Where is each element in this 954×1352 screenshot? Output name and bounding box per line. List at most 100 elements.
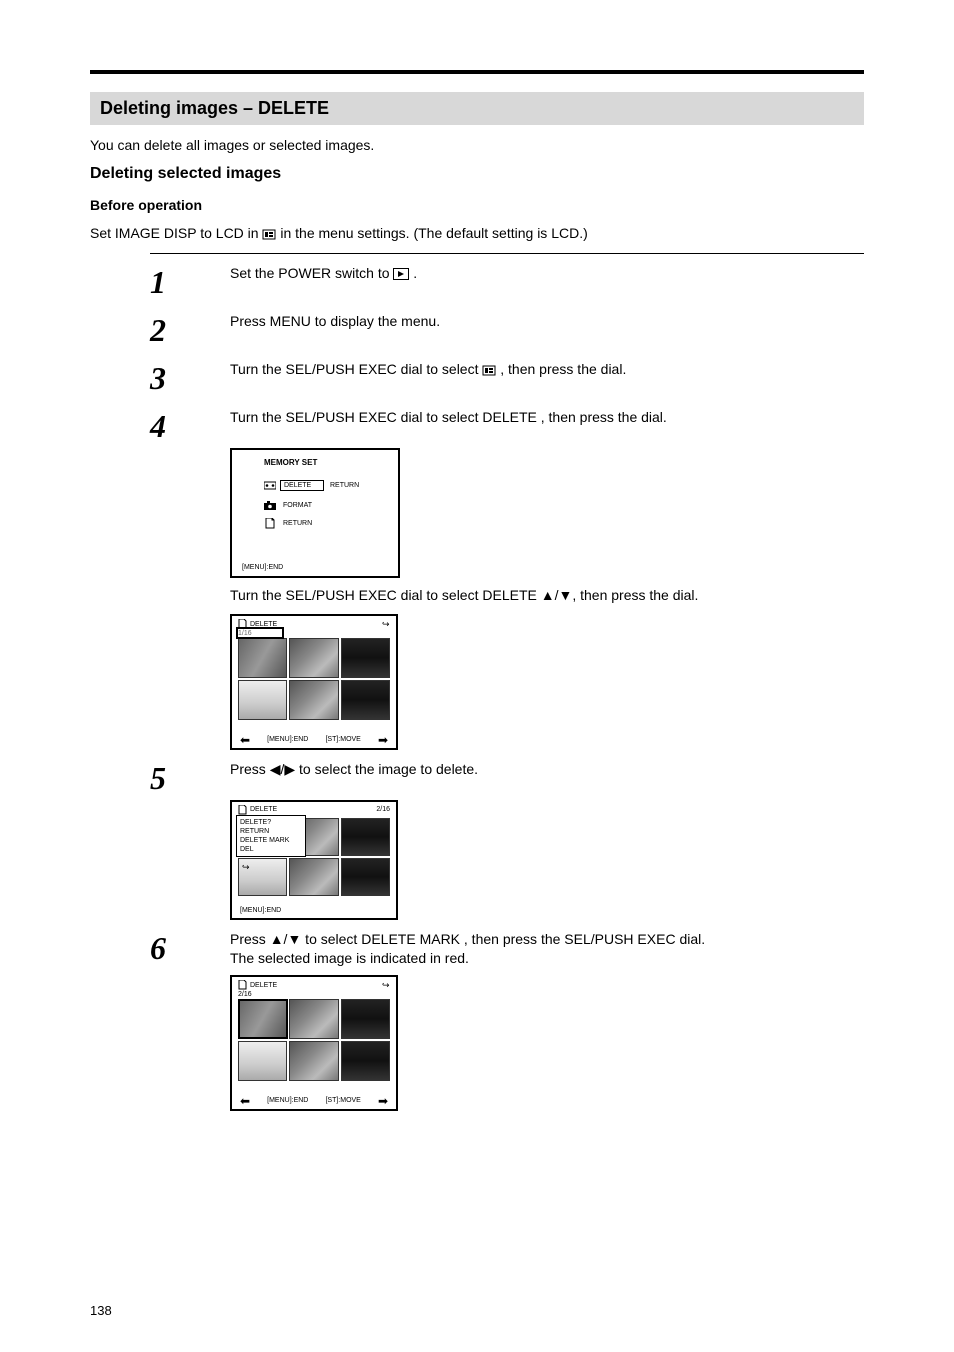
- selection-highlight: [236, 627, 284, 639]
- left-triangle-icon: [270, 761, 281, 777]
- thumb-top-bar: DELETE ↩: [238, 980, 390, 991]
- screen-title: MEMORY SET: [264, 458, 317, 467]
- step-number: 4: [150, 408, 230, 442]
- thumb-cell: [289, 999, 338, 1039]
- step-text: Turn the SEL/PUSH EXEC dial to select , …: [230, 360, 864, 394]
- tape-icon: [264, 481, 276, 491]
- step-4: 4 Turn the SEL/PUSH EXEC dial to select …: [150, 408, 864, 442]
- step-number: 3: [150, 360, 230, 394]
- down-arrow-icon: [558, 587, 572, 603]
- camera-icon: [264, 500, 276, 510]
- thumb-counter: 2/16: [238, 991, 252, 998]
- footer-mid: [ST]:MOVE: [325, 1097, 360, 1104]
- page-container: Deleting images – DELETE You can delete …: [0, 0, 954, 1161]
- step-6: 6 Press / to select DELETE MARK , then p…: [150, 930, 864, 969]
- page-small-icon: [238, 980, 247, 990]
- thumb-top-bar: DELETE 2/16: [238, 805, 390, 815]
- dropdown-item: DELETE?: [240, 818, 302, 827]
- dropdown-item: DELETE MARK: [240, 836, 302, 845]
- thumb-grid: [238, 638, 390, 720]
- left-arrow-icon: ⬅: [240, 736, 250, 744]
- step-5: 5 Press / to select the image to delete.: [150, 760, 864, 794]
- footer-left: [MENU]:END: [267, 1097, 308, 1104]
- step-2: 2 Press MENU to display the menu.: [150, 312, 864, 346]
- step-text: Press / to select the image to delete.: [230, 760, 864, 794]
- play-icon: [393, 268, 409, 280]
- page-small-icon: [238, 805, 247, 815]
- step-text: Turn the SEL/PUSH EXEC dial to select DE…: [230, 586, 864, 606]
- up-arrow-icon: [541, 587, 555, 603]
- thumb-cell: [289, 680, 338, 720]
- page-number: 138: [90, 1303, 112, 1318]
- dropdown-item: RETURN: [240, 827, 302, 836]
- step-1: 1 Set the POWER switch to .: [150, 264, 864, 298]
- return-icon: ↩: [242, 862, 250, 873]
- thumb-cell: [289, 858, 338, 896]
- intro-text: You can delete all images or selected im…: [90, 137, 864, 153]
- step-text: Turn the SEL/PUSH EXEC dial to select DE…: [230, 408, 864, 442]
- top-rule: [90, 70, 864, 74]
- thumb-top-label: DELETE: [250, 806, 277, 813]
- step-number: 1: [150, 264, 230, 298]
- step-trail-text: The selected image is indicated in red.: [230, 950, 469, 966]
- menu-selection-value: RETURN: [330, 482, 359, 489]
- footer-left: [MENU]:END: [267, 736, 308, 743]
- thumb-cell: [341, 1041, 390, 1081]
- footer-left: [MENU]:END: [240, 907, 281, 914]
- menu-item-label: RETURN: [283, 520, 312, 527]
- thumb-cell: [238, 1041, 287, 1081]
- step-3: 3 Turn the SEL/PUSH EXEC dial to select …: [150, 360, 864, 394]
- thumb-cell: [341, 680, 390, 720]
- dropdown-item: DEL: [240, 845, 302, 854]
- left-arrow-icon: ⬅: [240, 1097, 250, 1105]
- step-4b: Turn the SEL/PUSH EXEC dial to select DE…: [150, 586, 864, 606]
- menu-setup-icon: [262, 229, 276, 240]
- down-arrow-icon: [287, 931, 301, 947]
- thumb-bottom-bar: ⬅ [MENU]:END [ST]:MOVE ➡: [240, 1097, 388, 1105]
- screen-menu: MEMORY SET DELETE RETURN FORMAT: [230, 448, 400, 578]
- step-number: 6: [150, 930, 230, 969]
- section-title: Deleting images – DELETE: [100, 98, 329, 118]
- step-number-empty: [150, 586, 230, 606]
- section-title-band: Deleting images – DELETE: [90, 92, 864, 125]
- step-text: Set the POWER switch to .: [230, 264, 864, 298]
- thumb-top-label: DELETE: [250, 982, 277, 989]
- screen-thumb-b: DELETE 2/16 ↩ DELETE? RETURN DELETE MARK…: [230, 800, 398, 920]
- screen-thumb-a: DELETE ↩ 1/16 ⬅ [MENU]:END [ST]:MOVE ➡: [230, 614, 398, 750]
- thumb-bottom-bar: [MENU]:END: [240, 907, 388, 914]
- menu-row-return: RETURN: [264, 518, 312, 528]
- screen-footer: [MENU]:END: [242, 564, 283, 571]
- thumb-counter: 2/16: [376, 806, 390, 813]
- thumb-cell: [238, 680, 287, 720]
- selection-highlight: [238, 999, 288, 1039]
- menu-row-format: FORMAT: [264, 500, 312, 510]
- up-arrow-icon: [270, 931, 284, 947]
- thumb-cell: [341, 858, 390, 896]
- thumb-cell: [289, 638, 338, 678]
- subheading: Deleting selected images: [90, 165, 864, 183]
- thumb-bottom-bar: ⬅ [MENU]:END [ST]:MOVE ➡: [240, 736, 388, 744]
- thumb-cell: [289, 1041, 338, 1081]
- thumb-cell: [341, 999, 390, 1039]
- step-number: 2: [150, 312, 230, 346]
- thumb-cell: [238, 638, 287, 678]
- dropdown-menu: DELETE? RETURN DELETE MARK DEL: [236, 815, 306, 857]
- right-arrow-icon: ➡: [378, 1097, 388, 1105]
- screen-thumb-c: DELETE ↩ 2/16 ⬅ [MENU]:END [ST]:MOVE ➡: [230, 975, 398, 1111]
- right-triangle-icon: [284, 761, 295, 777]
- memory-set-icon: [482, 365, 496, 376]
- thumb-cell: ↩: [238, 858, 287, 896]
- step-text: Press / to select DELETE MARK , then pre…: [230, 930, 864, 969]
- footer-mid: [ST]:MOVE: [325, 736, 360, 743]
- note-heading: Before operation: [90, 197, 864, 213]
- step-text: Press MENU to display the menu.: [230, 312, 864, 346]
- menu-item-label: FORMAT: [283, 502, 312, 509]
- step-number: 5: [150, 760, 230, 794]
- return-icon: ↩: [382, 619, 390, 630]
- right-arrow-icon: ➡: [378, 736, 388, 744]
- steps-block: 1 Set the POWER switch to . 2 Press MENU…: [150, 253, 864, 1111]
- return-icon: ↩: [382, 980, 390, 991]
- page-icon: [264, 518, 276, 528]
- menu-selection-box: DELETE: [280, 480, 324, 491]
- thumb-cell: [341, 818, 390, 856]
